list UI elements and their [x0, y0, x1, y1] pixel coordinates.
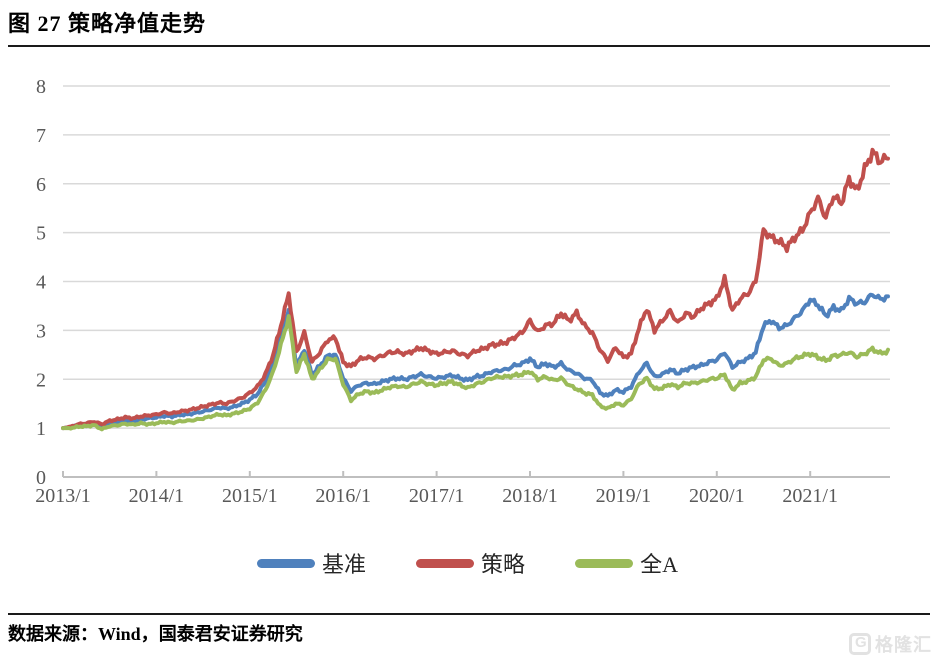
y-axis-tick-label: 4 — [36, 272, 46, 294]
y-axis-tick-label: 1 — [36, 418, 46, 440]
x-axis-tick-label: 2014/1 — [129, 485, 185, 507]
y-axis-tick-label: 2 — [36, 369, 46, 391]
title-divider — [8, 45, 930, 47]
x-axis-tick-label: 2013/1 — [35, 485, 91, 507]
x-axis-tick-label: 2016/1 — [315, 485, 371, 507]
x-axis-tick-label: 2021/1 — [782, 485, 838, 507]
gelonghui-watermark: G 格隆汇 — [849, 630, 932, 658]
y-axis-tick-label: 8 — [36, 76, 46, 98]
gelonghui-watermark-text: 格隆汇 — [875, 635, 932, 655]
x-axis-tick-label: 2019/1 — [596, 485, 652, 507]
x-axis-tick-label: 2015/1 — [222, 485, 278, 507]
y-axis-tick-label: 3 — [36, 320, 46, 342]
y-axis-tick-label: 0 — [36, 467, 46, 489]
chart-canvas: 2013/1 2014/1 2015/1 2016/1 2017/1 2018/1 2019… — [35, 76, 890, 507]
strategy-nav-chart: 2013/1 2014/1 2015/1 2016/1 2017/1 2018/1 2019… — [0, 55, 935, 515]
x-axis-tick-label: 2017/1 — [409, 485, 465, 507]
series-line-0 — [61, 292, 890, 431]
legend-item-1: 策略 — [416, 547, 525, 579]
data-source-note: 数据来源：Wind，国泰君安证券研究 — [8, 624, 303, 644]
y-axis-tick-label: 7 — [36, 125, 46, 147]
legend-item-0: 基准 — [257, 547, 366, 579]
series-line-1 — [61, 147, 890, 431]
y-axis-tick-label: 5 — [36, 223, 46, 245]
y-axis-tick-label: 6 — [36, 174, 46, 196]
legend-label: 全A — [640, 552, 678, 577]
x-axis-tick-label: 2020/1 — [689, 485, 745, 507]
gelonghui-logo-icon: G — [849, 633, 871, 655]
x-axis-tick-label: 2018/1 — [502, 485, 558, 507]
footer-divider — [8, 613, 930, 615]
chart-legend: 基准 策略 全A — [0, 546, 935, 580]
legend-swatch — [575, 558, 634, 568]
legend-label: 策略 — [481, 552, 526, 577]
legend-item-2: 全A — [575, 547, 678, 579]
legend-swatch — [416, 558, 475, 568]
legend-swatch — [257, 558, 316, 568]
figure-title: 图 27 策略净值走势 — [8, 11, 207, 36]
series-line-2 — [61, 314, 890, 432]
legend-label: 基准 — [322, 552, 367, 577]
